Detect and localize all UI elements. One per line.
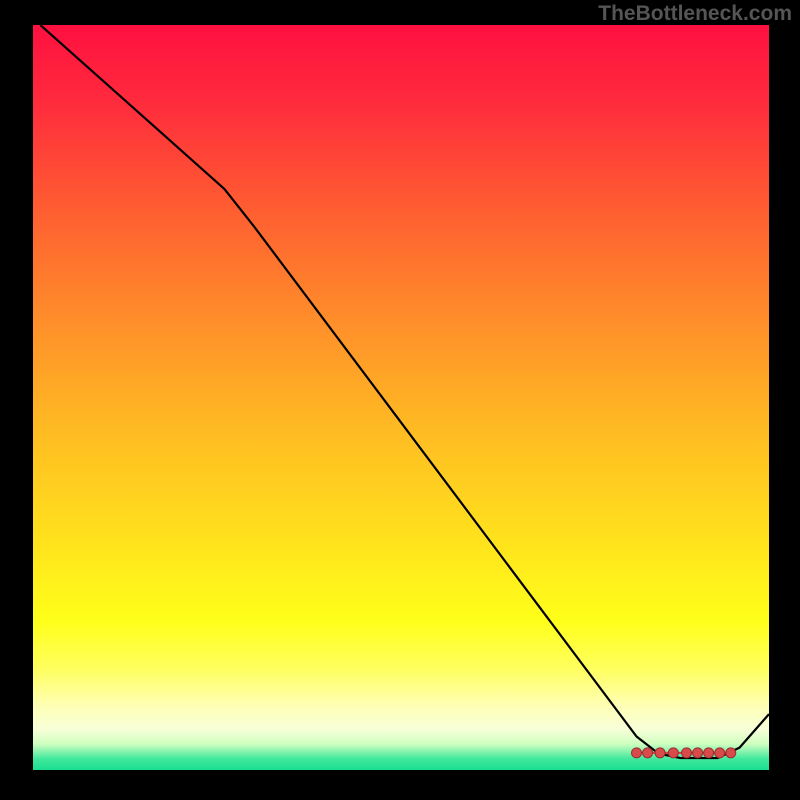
data-marker	[693, 748, 703, 758]
data-marker	[655, 748, 665, 758]
data-marker	[643, 748, 653, 758]
data-marker	[668, 748, 678, 758]
chart-svg	[33, 25, 769, 770]
watermark-text: TheBottleneck.com	[598, 2, 792, 26]
data-marker	[704, 748, 714, 758]
data-marker	[632, 748, 642, 758]
gradient-background	[33, 25, 769, 770]
data-marker	[726, 748, 736, 758]
data-marker	[682, 748, 692, 758]
data-marker	[715, 748, 725, 758]
chart-canvas: TheBottleneck.com	[0, 0, 800, 800]
plot-area	[33, 25, 769, 770]
